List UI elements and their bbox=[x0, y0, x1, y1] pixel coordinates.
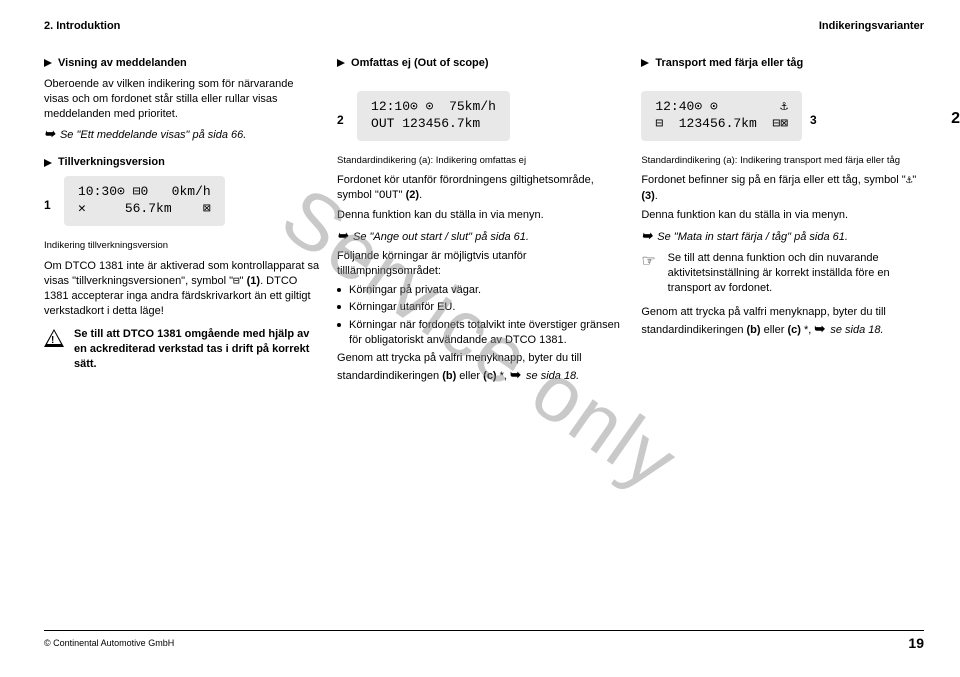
page-tab-number: 2 bbox=[951, 110, 960, 128]
body4: Genom att trycka på valfri menyknapp, by… bbox=[641, 305, 924, 338]
hand-icon: ☞ bbox=[641, 251, 655, 300]
link2: ➥ Se "Mata in start färja / tåg" på sida… bbox=[641, 227, 924, 245]
arrow-link-icon: ➥ bbox=[44, 125, 55, 143]
link-ref: ➥ Se "Ett meddelande visas" på sida 66. bbox=[44, 125, 321, 143]
link2: ➥ Se "Ange out start / slut" på sida 61. bbox=[337, 227, 625, 245]
bullet2: Körningar utanför EU. bbox=[337, 300, 625, 315]
body3: Följande körningar är möjligtvis utanför… bbox=[337, 249, 625, 279]
sec-out-of-scope: Omfattas ej (Out of scope) bbox=[337, 56, 625, 71]
footer-left: © Continental Automotive GmbH bbox=[44, 638, 174, 648]
arrow-link-icon: ➥ bbox=[510, 366, 521, 384]
content-columns: Visning av meddelanden Oberoende av vilk… bbox=[44, 54, 924, 388]
column-2: Omfattas ej (Out of scope) 2 12:10⊙ ⊙ 75… bbox=[337, 54, 625, 388]
warning-icon bbox=[44, 329, 64, 347]
caption2: Standardindikering (a): Indikering omfat… bbox=[337, 155, 625, 168]
body2: Denna funktion kan du ställa in via meny… bbox=[641, 208, 924, 223]
lcd1-number: 1 bbox=[44, 197, 56, 213]
warning-block: Se till att DTCO 1381 omgående med hjälp… bbox=[44, 327, 321, 376]
body1: Fordonet befinner sig på en färja eller … bbox=[641, 173, 924, 204]
para: Oberoende av vilken indikering som för n… bbox=[44, 77, 321, 122]
bullet-icon bbox=[337, 305, 341, 309]
bullet-icon bbox=[337, 323, 341, 327]
lcd2-wrap: 2 12:10⊙ ⊙ 75km/h OUT 123456.7km bbox=[337, 91, 625, 149]
body1: Fordonet kör utanför förordningens gilti… bbox=[337, 173, 625, 204]
bullet-icon bbox=[337, 288, 341, 292]
caption3: Standardindikering (a): Indikering trans… bbox=[641, 155, 924, 168]
arrow-link-icon: ➥ bbox=[641, 227, 652, 245]
column-3: Transport med färja eller tåg 12:40⊙ ⊙ ⚓… bbox=[641, 54, 924, 388]
arrow-icon bbox=[641, 59, 649, 67]
bullet1: Körningar på privata vägar. bbox=[337, 283, 625, 298]
lcd1: 10:30⊙ ⊟0 0km/h ✕ 56.7km ⊠ bbox=[64, 176, 225, 226]
column-1: Visning av meddelanden Oberoende av vilk… bbox=[44, 54, 321, 388]
arrow-icon bbox=[44, 59, 52, 67]
sec-visning: Visning av meddelanden bbox=[44, 56, 321, 71]
arrow-link-icon: ➥ bbox=[337, 227, 348, 245]
lcd1-wrap: 1 10:30⊙ ⊟0 0km/h ✕ 56.7km ⊠ bbox=[44, 176, 321, 234]
arrow-link-icon: ➥ bbox=[814, 320, 825, 338]
body2: Denna funktion kan du ställa in via meny… bbox=[337, 208, 625, 223]
caption1: Indikering tillverkningsversion bbox=[44, 240, 321, 253]
page-header: 2. Introduktion Indikeringsvarianter bbox=[44, 20, 924, 32]
body4: Genom att trycka på valfri menyknapp, by… bbox=[337, 351, 625, 384]
lcd3-number: 3 bbox=[810, 112, 822, 128]
footer: © Continental Automotive GmbH 19 bbox=[44, 630, 924, 651]
lcd3: 12:40⊙ ⊙ ⚓ ⊟ 123456.7km ⊟⊠ bbox=[641, 91, 802, 141]
header-right: Indikeringsvarianter bbox=[819, 20, 924, 32]
note-block: ☞ Se till att denna funktion och din nuv… bbox=[641, 251, 924, 300]
sec-title: Tillverkningsversion bbox=[58, 155, 165, 170]
sec-tillverkning: Tillverkningsversion bbox=[44, 155, 321, 170]
sec-title: Omfattas ej (Out of scope) bbox=[351, 56, 489, 71]
lcd3-wrap: 12:40⊙ ⊙ ⚓ ⊟ 123456.7km ⊟⊠ 3 bbox=[641, 91, 924, 149]
page-number: 19 bbox=[908, 635, 924, 651]
bullet3: Körningar när fordonets totalvikt inte ö… bbox=[337, 318, 625, 348]
note-text: Se till att denna funktion och din nuvar… bbox=[668, 251, 924, 296]
lcd2: 12:10⊙ ⊙ 75km/h OUT 123456.7km bbox=[357, 91, 510, 141]
body2: Om DTCO 1381 inte är aktiverad som kontr… bbox=[44, 259, 321, 319]
sec-transport: Transport med färja eller tåg bbox=[641, 56, 924, 71]
sec-title: Transport med färja eller tåg bbox=[655, 56, 803, 71]
arrow-icon bbox=[44, 159, 52, 167]
sec-title: Visning av meddelanden bbox=[58, 56, 187, 71]
lcd2-number: 2 bbox=[337, 112, 349, 128]
warning-text: Se till att DTCO 1381 omgående med hjälp… bbox=[74, 327, 321, 372]
header-left: 2. Introduktion bbox=[44, 20, 120, 32]
arrow-icon bbox=[337, 59, 345, 67]
